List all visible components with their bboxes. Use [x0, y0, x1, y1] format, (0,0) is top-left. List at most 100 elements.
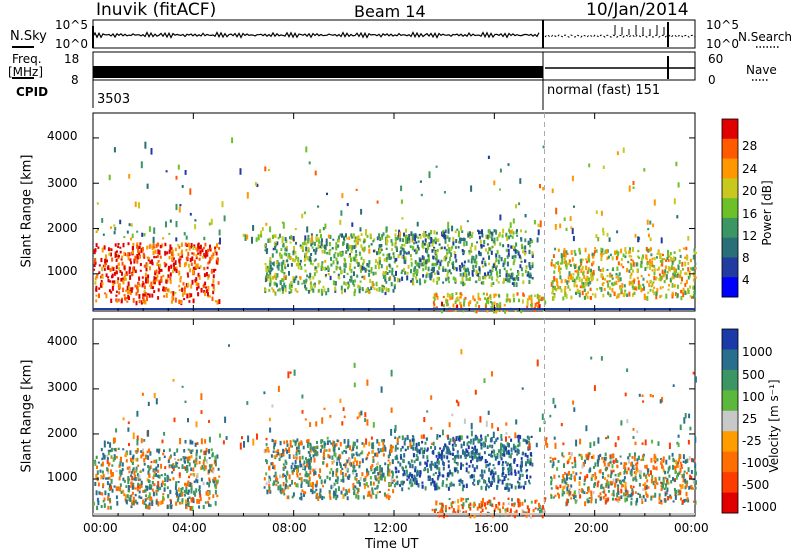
velocity-pixel [279, 488, 282, 493]
power-pixel [274, 291, 277, 296]
power-pixel [187, 251, 190, 257]
velocity-pixel [582, 461, 585, 466]
power-pixel [282, 222, 285, 229]
velocity-pixel [508, 466, 511, 472]
power-pixel [110, 226, 112, 229]
velocity-pixel [472, 438, 475, 445]
velocity-pixel [383, 492, 386, 496]
power-pixel [563, 257, 566, 262]
power-pixel [264, 166, 267, 172]
power-pixel [651, 269, 654, 272]
velocity-pixel [214, 486, 217, 490]
power-pixel [507, 298, 510, 301]
power-pixel [648, 249, 651, 252]
velocity-pixel [274, 439, 277, 445]
velocity-pixel [216, 454, 219, 459]
power-pixel [487, 300, 490, 305]
power-pixel [518, 202, 521, 206]
velocity-pixel [350, 449, 353, 452]
power-pixel [652, 223, 655, 228]
power-pixel [208, 295, 211, 298]
velocity-pixel [346, 459, 349, 464]
velocity-pixel [188, 475, 191, 479]
power-pixel [692, 285, 695, 290]
power-pixel [271, 262, 274, 265]
power-pixel [111, 257, 114, 262]
velocity-pixel [297, 465, 299, 469]
velocity-pixel [228, 344, 230, 347]
power-pixel [96, 202, 99, 205]
power-pixel [671, 260, 674, 265]
power-pixel [265, 222, 268, 226]
velocity-pixel [378, 442, 381, 446]
power-pixel [443, 191, 446, 194]
velocity-pixel [481, 508, 484, 513]
power-pixel [152, 250, 155, 255]
power-pixel [190, 243, 193, 247]
velocity-pixel [505, 436, 507, 442]
power-pixel [605, 249, 608, 254]
velocity-pixel [631, 456, 634, 459]
power-pixel [575, 284, 578, 288]
velocity-pixel [527, 460, 530, 464]
velocity-pixel [467, 471, 470, 474]
power-pixel [560, 279, 563, 284]
power-pixel [600, 210, 603, 216]
velocity-pixel [101, 470, 104, 474]
power-pixel [155, 243, 158, 248]
velocity-pixel [282, 463, 285, 466]
power-pixel [188, 245, 191, 251]
power-pixel [385, 226, 388, 232]
power-pixel [373, 287, 376, 291]
power-pixel [409, 254, 412, 258]
power-pixel [361, 287, 364, 291]
power-pixel [200, 287, 203, 293]
power-pixel [189, 268, 192, 273]
power-pixel [472, 256, 475, 261]
power-pixel [131, 272, 134, 277]
velocity-pixel [494, 456, 497, 459]
velocity-pixel [454, 444, 457, 447]
power-pixel [143, 233, 146, 237]
velocity-pixel [107, 463, 110, 467]
velocity-pixel [396, 480, 399, 486]
velocity-pixel [376, 477, 379, 481]
power-pixel [181, 253, 184, 258]
power-pixel [175, 221, 178, 228]
velocity-pixel [179, 501, 181, 505]
power-pixel [667, 249, 669, 255]
power-pixel [159, 244, 162, 249]
velocity-pixel [616, 465, 619, 469]
power-colorbar-swatch [722, 257, 738, 278]
velocity-pixel [400, 448, 403, 452]
velocity-pixel [673, 479, 676, 482]
power-pixel [184, 242, 187, 247]
velocity-pixel [133, 470, 136, 476]
velocity-pixel [194, 459, 197, 464]
velocity-pixel [301, 394, 304, 399]
velocity-pixel [665, 483, 667, 487]
power-pixel [392, 288, 395, 293]
velocity-pixel [389, 445, 392, 450]
power-pixel [158, 271, 161, 275]
power-pixel [255, 237, 258, 242]
power-pixel [635, 262, 638, 267]
power-pixel [682, 287, 685, 292]
velocity-pixel [318, 474, 321, 478]
velocity-pixel [685, 482, 688, 488]
power-pixel [271, 287, 274, 290]
velocity-pixel [684, 459, 687, 464]
power-pixel [480, 244, 483, 249]
power-pixel [496, 270, 498, 276]
power-pixel [196, 263, 199, 269]
velocity-pixel [187, 491, 190, 495]
velocity-pixel [489, 503, 492, 507]
power-pixel [507, 248, 510, 253]
velocity-pixel [614, 473, 617, 477]
velocity-pixel [590, 493, 593, 497]
velocity-pixel [612, 453, 614, 459]
power-pixel [491, 305, 494, 309]
power-pixel [264, 262, 267, 266]
velocity-pixel [203, 466, 206, 472]
power-pixel [333, 253, 336, 259]
